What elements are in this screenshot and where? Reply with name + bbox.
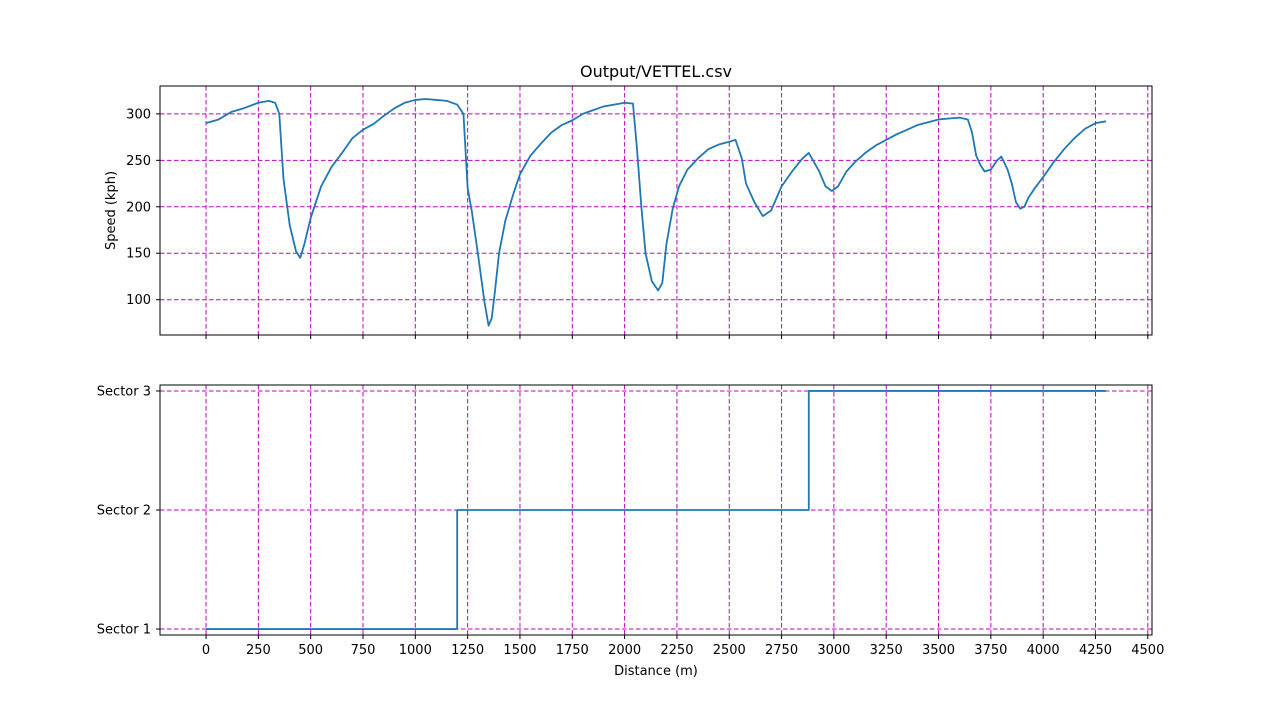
speed-chart-y-axis-label: Speed (kph) <box>104 171 119 250</box>
sector-chart-x-tick-label-0: 0 <box>202 643 210 658</box>
sector-chart-series <box>206 390 1106 630</box>
speed-chart-axes-frame <box>159 85 1153 336</box>
sector-chart-x-ticks: 0 250 500 750 1000 1250 1500 1750 2000 2250 2500 27… <box>202 635 1164 658</box>
sector-chart-x-tick-label-1000: 1000 <box>399 643 432 658</box>
speed-chart-y-tick-label-100: 100 <box>126 293 151 308</box>
sector-chart-x-tick-label-3250: 3250 <box>870 643 903 658</box>
sector-chart-x-tick-label-3500: 3500 <box>922 643 955 658</box>
speed-chart-y-ticks: 100 150 200 250 300 <box>126 107 160 308</box>
sector-chart-x-tick-label-1500: 1500 <box>503 643 536 658</box>
speed-chart-y-tick-label-200: 200 <box>126 200 151 215</box>
sector-chart-x-tick-label-750: 750 <box>351 643 376 658</box>
speed-chart-y-tick-label-250: 250 <box>126 154 151 169</box>
speed-chart: Output/VETTEL.csv 100 150 200 250 300 Speed … <box>104 62 1153 339</box>
sector-chart-x-tick-label-250: 250 <box>246 643 271 658</box>
sector-chart-x-tick-label-2250: 2250 <box>660 643 693 658</box>
speed-chart-title: Output/VETTEL.csv <box>580 62 732 81</box>
sector-chart-y-tick-label-2: Sector 2 <box>97 504 151 519</box>
sector-chart-x-tick-label-4000: 4000 <box>1027 643 1060 658</box>
sector-chart-axes-frame <box>159 384 1153 636</box>
speed-chart-series-line-0 <box>205 98 1107 327</box>
sector-chart-x-axis-label: Distance (m) <box>614 664 698 679</box>
sector-chart: Sector 1 Sector 2 Sector 3 0 250 500 750 1000 1… <box>97 384 1165 679</box>
sector-chart-x-tick-label-4500: 4500 <box>1131 643 1164 658</box>
speed-chart-grid <box>160 86 1152 335</box>
speed-chart-y-tick-label-300: 300 <box>126 107 151 122</box>
sector-chart-x-tick-label-500: 500 <box>298 643 323 658</box>
sector-chart-x-tick-label-2000: 2000 <box>608 643 641 658</box>
sector-chart-x-tick-label-2750: 2750 <box>765 643 798 658</box>
sector-chart-x-tick-label-4250: 4250 <box>1079 643 1112 658</box>
sector-chart-y-ticks: Sector 1 Sector 2 Sector 3 <box>97 384 160 638</box>
sector-chart-x-tick-label-2500: 2500 <box>713 643 746 658</box>
sector-chart-x-tick-label-1750: 1750 <box>556 643 589 658</box>
sector-chart-x-tick-label-1250: 1250 <box>451 643 484 658</box>
sector-chart-series-line-0 <box>206 390 1106 630</box>
speed-chart-x-ticks <box>205 335 1149 339</box>
sector-chart-x-tick-label-3750: 3750 <box>974 643 1007 658</box>
sector-chart-x-tick-label-3000: 3000 <box>817 643 850 658</box>
speed-chart-y-tick-label-150: 150 <box>126 247 151 262</box>
sector-chart-y-tick-label-1: Sector 1 <box>97 623 151 638</box>
sector-chart-y-tick-label-3: Sector 3 <box>97 384 151 399</box>
speed-chart-series <box>205 98 1107 327</box>
